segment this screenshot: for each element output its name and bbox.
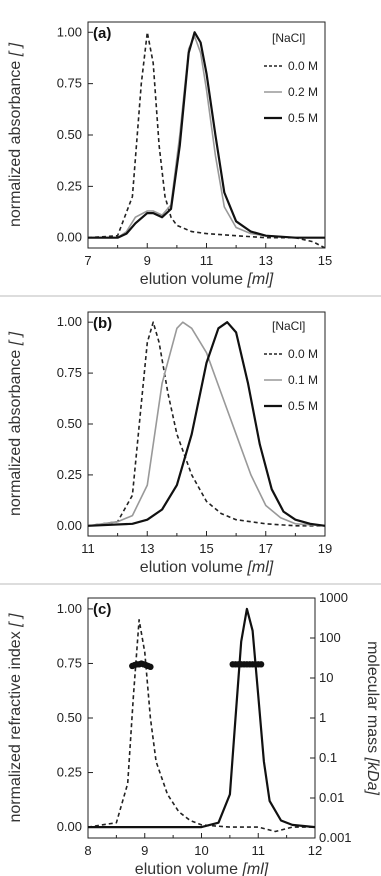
panel-label: (a) <box>93 25 111 42</box>
series-line-2 <box>88 31 325 239</box>
series-line-1 <box>87 321 326 527</box>
x-tick-label: 9 <box>144 253 151 268</box>
panel-c: 8 9 10 11 12 0.00 0.25 0.50 0.75 1.00 0.001 0.01 0.1… <box>7 590 381 876</box>
y-tick-label: 1.00 <box>57 24 82 39</box>
x-tick-label: 10 <box>194 843 208 858</box>
y-tick-label: 1.00 <box>57 314 82 329</box>
x-tick-label: 11 <box>252 843 266 858</box>
panel-label: (c) <box>93 601 111 618</box>
legend-label-2: 0.5 M <box>288 111 318 125</box>
y-tick-label: 0.50 <box>57 127 82 142</box>
x-tick-label: 17 <box>259 541 273 556</box>
y-tick-label: 0.25 <box>57 178 82 193</box>
legend-label-1: 0.2 M <box>288 85 318 99</box>
y-tick-label: 0.00 <box>57 819 82 834</box>
series-line-2 <box>87 321 326 527</box>
series-line-0 <box>87 31 326 249</box>
y-tick-label: 0.50 <box>57 416 82 431</box>
y2-tick-label: 1000 <box>319 590 348 605</box>
y-tick-label: 0.75 <box>57 76 82 91</box>
x-axis-title-text: elution volume <box>140 559 248 576</box>
legend-title: [NaCl] <box>272 31 305 45</box>
y2-tick-label: 1 <box>319 710 326 725</box>
x-axis-title: elution volume [ml] <box>135 861 269 876</box>
x-axis-title: elution volume [ml] <box>140 271 274 288</box>
x-axis-title-unit: [ml] <box>246 559 273 576</box>
y-axis-title-unit: [ ] <box>7 42 24 57</box>
y2-tick-label: 100 <box>319 630 341 645</box>
x-tick-label: 19 <box>318 541 332 556</box>
x-tick-label: 11 <box>81 541 95 556</box>
x-tick-label: 7 <box>84 253 91 268</box>
y-axis-title-unit: [ ] <box>7 331 24 346</box>
y-axis-title-text: normalized absorbance <box>7 345 24 516</box>
x-tick-label: 9 <box>141 843 148 858</box>
series-line-1 <box>88 607 316 829</box>
y-tick-label: 0.75 <box>57 655 82 670</box>
y2-axis-title: molecular mass [kDa] <box>364 641 381 795</box>
y-tick-label: 1.00 <box>57 601 82 616</box>
y-axis-title: normalized absorbance [ ] <box>7 42 24 227</box>
x-tick-label: 13 <box>140 541 154 556</box>
y2-tick-label: 0.1 <box>319 750 337 765</box>
legend-label-2: 0.5 M <box>288 399 318 413</box>
legend-label-1: 0.1 M <box>288 373 318 387</box>
y2-tick-label: 0.001 <box>319 830 352 845</box>
x-axis-title-text: elution volume <box>135 861 243 876</box>
y-tick-label: 0.00 <box>57 518 82 533</box>
y2-axis-title-unit: [kDa] <box>364 757 381 796</box>
y-axis-title-unit: [ ] <box>7 613 24 628</box>
x-axis-title: elution volume [ml] <box>140 559 274 576</box>
panel-label: (b) <box>93 315 112 332</box>
x-tick-label: 15 <box>318 253 332 268</box>
y-tick-label: 0.25 <box>57 765 82 780</box>
y-tick-label: 0.00 <box>57 230 82 245</box>
x-tick-label: 15 <box>199 541 213 556</box>
y2-tick-label: 0.01 <box>319 790 344 805</box>
legend-label-0: 0.0 M <box>288 59 318 73</box>
x-axis-title-text: elution volume <box>140 271 248 288</box>
mass-point <box>147 663 154 671</box>
mass-point <box>257 661 265 668</box>
x-tick-label: 11 <box>200 253 214 268</box>
y-axis-title-text: normalized absorbance <box>7 56 24 227</box>
x-tick-label: 12 <box>308 843 322 858</box>
panel-a: 7 9 11 13 15 0.00 0.25 0.50 0.75 1.00 (a) [NaCl] 0.0… <box>7 21 332 288</box>
plot-frame <box>87 21 326 249</box>
series-line-0 <box>87 619 315 833</box>
series-line-0 <box>87 321 325 527</box>
x-axis-title-unit: [ml] <box>241 861 268 876</box>
legend-title: [NaCl] <box>272 319 305 333</box>
y-axis-title: normalized absorbance [ ] <box>7 331 24 516</box>
y2-tick-label: 10 <box>319 670 333 685</box>
y-tick-label: 0.50 <box>57 710 82 725</box>
x-tick-label: 13 <box>259 253 273 268</box>
y-axis-title: normalized refractive index [ ] <box>7 613 24 823</box>
x-tick-label: 8 <box>84 843 91 858</box>
y-tick-label: 0.75 <box>57 365 82 380</box>
legend-label-0: 0.0 M <box>288 347 318 361</box>
y-tick-label: 0.25 <box>57 467 82 482</box>
y2-axis-title-text: molecular mass <box>364 641 381 757</box>
y-axis-title-text: normalized refractive index <box>7 627 24 823</box>
panel-b: 11 13 15 17 19 0.00 0.25 0.50 0.75 1.00 (b) [NaCl] 0… <box>7 311 332 576</box>
x-axis-title-unit: [ml] <box>246 271 273 288</box>
